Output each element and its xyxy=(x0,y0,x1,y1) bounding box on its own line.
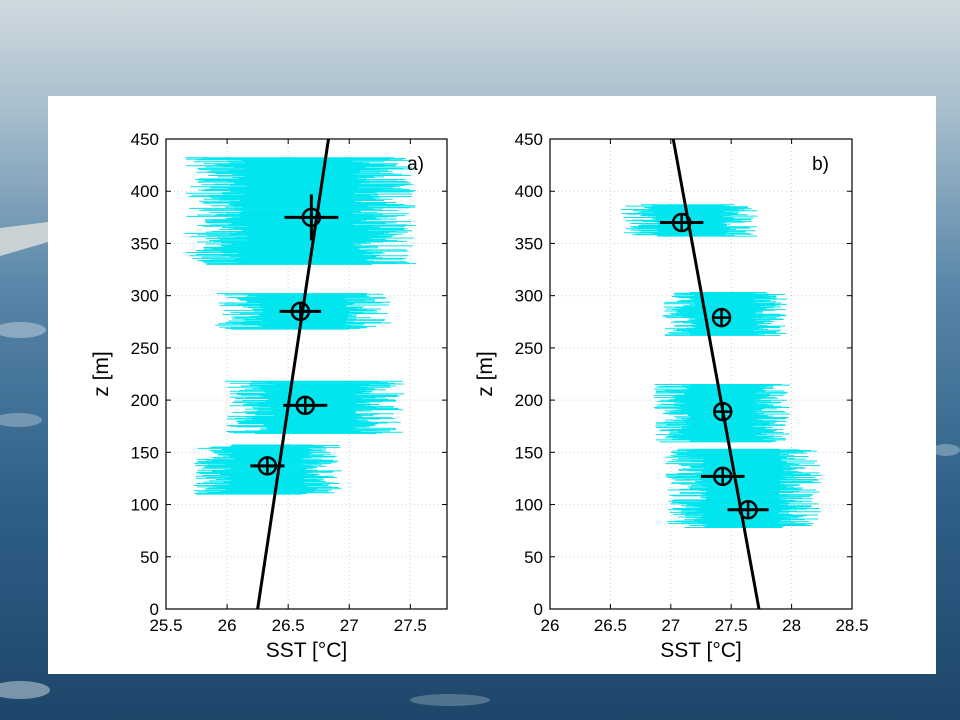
chart-panel-b: 26 26.5 27 27.5 28 28.5 0 50 100 150 200 250 300 350 4… xyxy=(474,130,869,662)
mean-marker xyxy=(284,194,339,241)
x-tick-label: 28.5 xyxy=(835,616,868,635)
x-tick-label: 26 xyxy=(218,616,237,635)
x-tick-label: 27.5 xyxy=(394,616,427,635)
chart-panel-a: 25.5 26 26.5 27 27.5 0 50 100 150 200 250 300 350 400… xyxy=(90,130,448,662)
x-tick-label: 26 xyxy=(541,616,560,635)
x-tick-label: 27 xyxy=(661,616,680,635)
y-tick-label: 350 xyxy=(131,234,159,253)
x-tick-label: 28 xyxy=(782,616,801,635)
axes-frame xyxy=(165,138,448,610)
scatter-cloud xyxy=(653,383,791,443)
y-tick-label: 200 xyxy=(131,391,159,410)
y-axis-label: z [m] xyxy=(474,351,497,397)
y-tick-label: 300 xyxy=(131,287,159,306)
mean-marker xyxy=(250,456,285,476)
y-tick-label: 150 xyxy=(131,443,159,462)
mean-marker xyxy=(659,212,704,233)
y-tick-label: 200 xyxy=(515,391,543,410)
mean-marker xyxy=(279,301,322,322)
x-axis-label: SST [°C] xyxy=(660,639,742,662)
y-tick-label: 450 xyxy=(515,130,543,149)
panel-letter: a) xyxy=(407,154,424,175)
mean-marker xyxy=(283,395,328,416)
y-tick-label: 400 xyxy=(131,182,159,201)
y-tick-label: 150 xyxy=(515,443,543,462)
x-tick-label: 27 xyxy=(340,616,359,635)
y-tick-label: 50 xyxy=(140,548,159,567)
y-tick-label: 0 xyxy=(150,600,159,619)
mean-marker xyxy=(701,466,745,487)
x-tick-label: 26.5 xyxy=(272,616,305,635)
x-tick-label: 26.5 xyxy=(594,616,627,635)
mean-marker xyxy=(727,500,769,520)
y-tick-label: 250 xyxy=(515,339,543,358)
y-tick-label: 100 xyxy=(515,496,543,515)
x-tick-label: 27.5 xyxy=(715,616,748,635)
panel-letter: b) xyxy=(812,154,829,175)
y-tick-label: 350 xyxy=(515,234,543,253)
x-axis-label: SST [°C] xyxy=(266,639,348,662)
y-tick-label: 300 xyxy=(515,287,543,306)
y-tick-label: 450 xyxy=(131,130,159,149)
y-tick-label: 50 xyxy=(524,548,543,567)
mean-marker xyxy=(712,401,733,422)
y-tick-label: 250 xyxy=(131,339,159,358)
aircraft-wing-shape xyxy=(0,222,48,256)
y-axis-label: z [m] xyxy=(90,351,113,397)
mean-marker xyxy=(711,307,732,328)
y-tick-label: 100 xyxy=(131,496,159,515)
scatter-cloud xyxy=(193,444,342,495)
x-tick-label: 25.5 xyxy=(149,616,182,635)
scatter-cloud xyxy=(225,380,405,435)
y-tick-label: 400 xyxy=(515,182,543,201)
axes-frame xyxy=(549,138,853,610)
y-tick-label: 0 xyxy=(534,600,543,619)
